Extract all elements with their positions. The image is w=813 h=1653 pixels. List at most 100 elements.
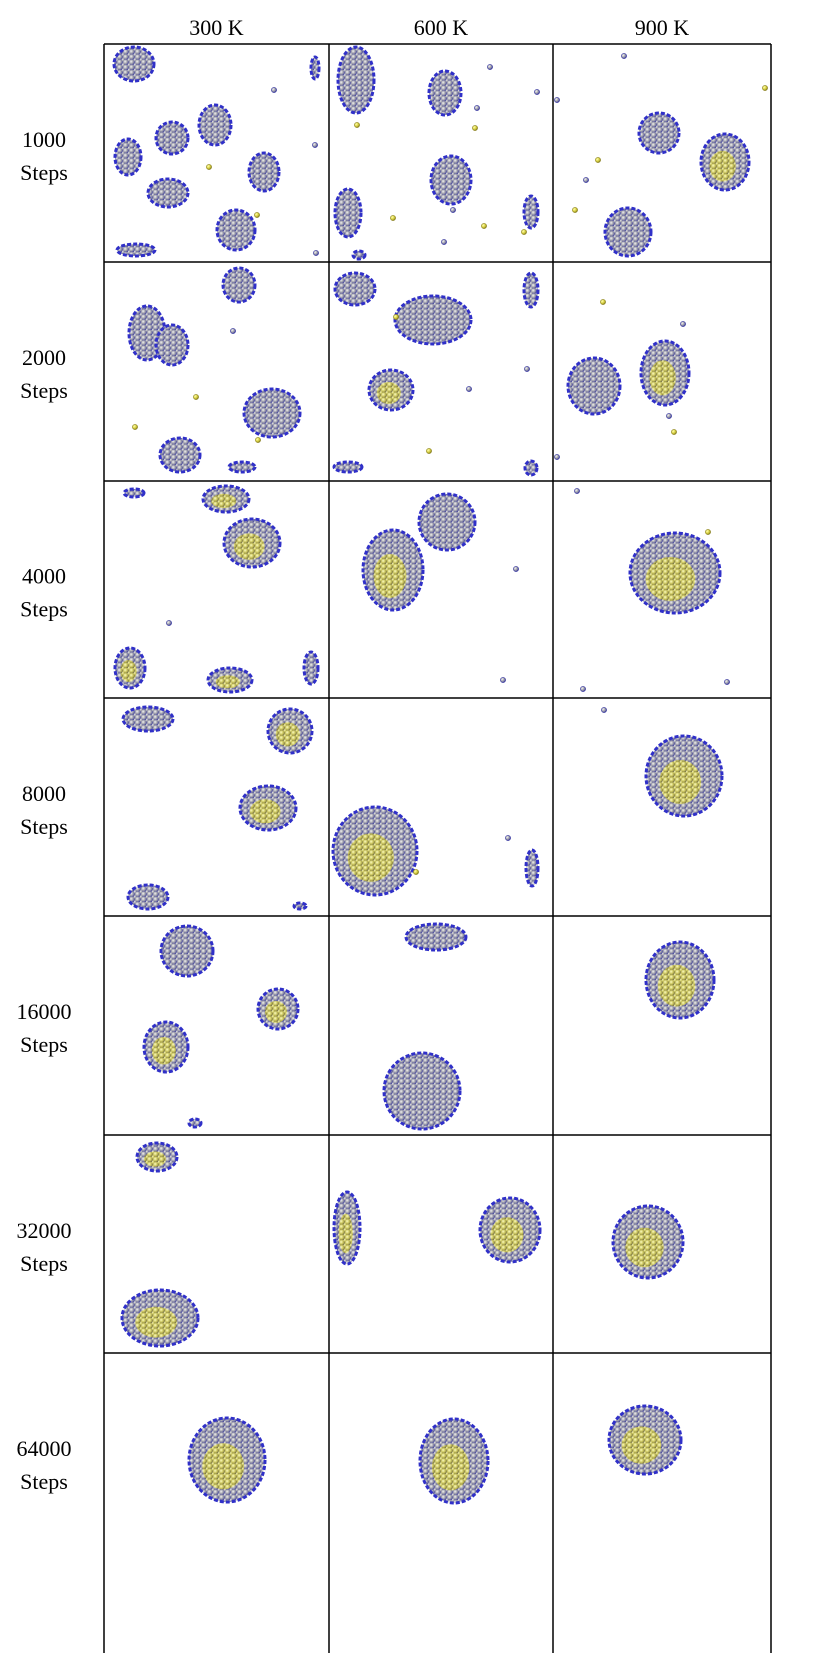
row-unit: Steps [20, 160, 68, 185]
free-atom [466, 386, 471, 391]
row-unit: Steps [20, 1251, 68, 1276]
cluster-core [135, 1307, 177, 1338]
nanocluster [406, 924, 466, 950]
free-atom [554, 454, 559, 459]
cluster-core [216, 675, 240, 688]
row-unit: Steps [20, 814, 68, 839]
free-atom [193, 394, 198, 399]
cluster-core [339, 1214, 353, 1254]
cluster-core [649, 360, 675, 395]
nanocluster [114, 47, 154, 81]
cluster-core [377, 382, 401, 404]
nanocluster [115, 139, 141, 175]
free-atom [534, 89, 539, 94]
column-header: 600 K [414, 15, 469, 40]
nanocluster [639, 113, 679, 153]
cluster-core [276, 722, 300, 746]
nanocluster [189, 1119, 201, 1127]
cluster-core [250, 799, 281, 823]
nanocluster [335, 273, 375, 305]
cluster-core [658, 965, 695, 1007]
free-atom [313, 250, 318, 255]
free-atom [393, 314, 398, 319]
cluster-core [374, 554, 407, 598]
row-steps: 2000 [22, 345, 66, 370]
row-steps: 4000 [22, 564, 66, 589]
nanocluster [249, 153, 279, 191]
nanocluster [160, 438, 200, 472]
nanocluster [429, 71, 461, 115]
page: 300 K600 K900 K1000Steps2000Steps4000Ste… [0, 0, 813, 1653]
free-atom [166, 620, 171, 625]
free-atom [572, 207, 577, 212]
free-atom [390, 215, 395, 220]
nanocluster [526, 850, 538, 886]
cluster-core [659, 760, 701, 804]
nanocluster [156, 122, 188, 154]
free-atom [574, 488, 579, 493]
nanocluster [395, 296, 471, 344]
nanocluster [568, 358, 620, 414]
nanocluster [117, 244, 155, 256]
free-atom [554, 97, 559, 102]
row-unit: Steps [20, 378, 68, 403]
free-atom [680, 321, 685, 326]
free-atom [487, 64, 492, 69]
free-atom [255, 437, 260, 442]
cluster-core [348, 833, 394, 881]
cluster-core [120, 660, 137, 682]
nanocluster [524, 196, 538, 228]
nanocluster [335, 189, 361, 237]
nanocluster [244, 389, 300, 437]
nanocluster [161, 926, 213, 976]
cluster-core [152, 1037, 176, 1065]
free-atom [505, 835, 510, 840]
free-atom [666, 413, 671, 418]
free-atom [524, 366, 529, 371]
free-atom [521, 229, 526, 234]
nanocluster [229, 462, 255, 472]
nanocluster [334, 462, 362, 472]
cluster-core [265, 1001, 287, 1023]
table-grid [104, 44, 771, 1653]
nanocluster [304, 652, 318, 684]
free-atom [230, 328, 235, 333]
row-unit: Steps [20, 1032, 68, 1057]
nanocluster [431, 156, 471, 204]
free-atom [354, 122, 359, 127]
free-atom [481, 223, 486, 228]
nanocluster [353, 251, 365, 259]
nanocluster [217, 210, 255, 250]
free-atom [132, 424, 137, 429]
free-atom [474, 105, 479, 110]
row-unit: Steps [20, 597, 68, 622]
nanocluster [156, 325, 188, 365]
free-atom [583, 177, 588, 182]
free-atom [671, 429, 676, 434]
nanocluster [311, 57, 319, 79]
row-steps: 32000 [17, 1218, 72, 1243]
nanocluster [123, 707, 173, 731]
cluster-core [709, 151, 735, 182]
free-atom [724, 679, 729, 684]
free-atom [705, 529, 710, 534]
column-header: 300 K [189, 15, 244, 40]
nanocluster [525, 461, 537, 475]
row-steps: 1000 [22, 127, 66, 152]
free-atom [472, 125, 477, 130]
free-atom [312, 142, 317, 147]
cluster-core [211, 494, 236, 508]
cluster-core [234, 533, 265, 559]
free-atom [595, 157, 600, 162]
nanocluster [199, 105, 231, 145]
nanocluster [384, 1053, 460, 1129]
cluster-core [144, 1151, 166, 1166]
cluster-core [625, 1228, 664, 1268]
nanocluster [124, 489, 144, 497]
nanocluster [294, 903, 306, 909]
row-steps: 16000 [17, 999, 72, 1024]
row-unit: Steps [20, 1469, 68, 1494]
free-atom [580, 686, 585, 691]
free-atom [254, 212, 259, 217]
cluster-snapshots [114, 47, 768, 1503]
